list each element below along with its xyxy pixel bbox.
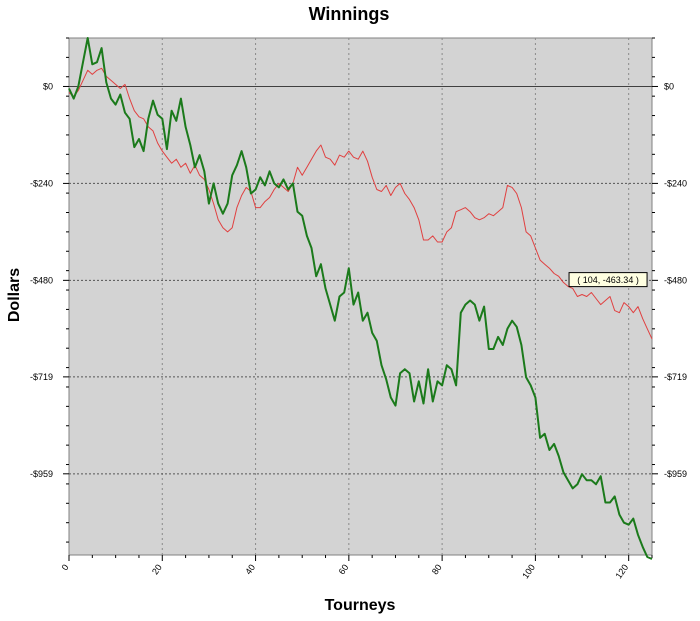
grid-lines <box>69 38 652 555</box>
x-tick-label: 20 <box>150 562 164 576</box>
y-tick-label: -$719 <box>30 372 53 382</box>
series-line-1 <box>68 67 653 340</box>
y-tick-label-right: -$719 <box>664 372 687 382</box>
y-tick-label: $0 <box>43 81 53 91</box>
x-tick-label: 40 <box>243 562 257 576</box>
x-axis: 0 20 40 60 80 100 120 <box>60 555 653 580</box>
x-tick-label: 60 <box>337 562 351 576</box>
x-tick-label: 80 <box>430 562 444 576</box>
y-axis-title: Dollars <box>6 268 23 322</box>
plot-area <box>68 37 653 556</box>
series-group <box>68 37 653 560</box>
x-tick-label: 120 <box>614 562 631 580</box>
x-tick-label: 100 <box>520 562 537 580</box>
y-tick-label: -$240 <box>30 178 53 188</box>
series-line-2 <box>68 37 653 560</box>
y-tick-label-right: $0 <box>664 81 674 91</box>
x-axis-title: Tourneys <box>325 597 396 614</box>
y-tick-label-right: -$959 <box>664 469 687 479</box>
y-tick-label: -$480 <box>30 275 53 285</box>
y-axis-right: $0 -$240 -$480 -$719 -$959 <box>652 37 687 543</box>
data-tooltip: ( 104, -463.34 ) <box>568 272 648 288</box>
x-tick-label: 0 <box>60 562 71 572</box>
chart-title: Winnings <box>309 4 390 24</box>
y-axis-left: $0 -$240 -$480 -$719 -$959 <box>30 37 69 543</box>
y-tick-label: -$959 <box>30 469 53 479</box>
y-tick-label-right: -$480 <box>664 275 687 285</box>
tooltip-text: ( 104, -463.34 ) <box>577 275 639 285</box>
y-tick-label-right: -$240 <box>664 178 687 188</box>
tooltip-box <box>568 272 648 288</box>
